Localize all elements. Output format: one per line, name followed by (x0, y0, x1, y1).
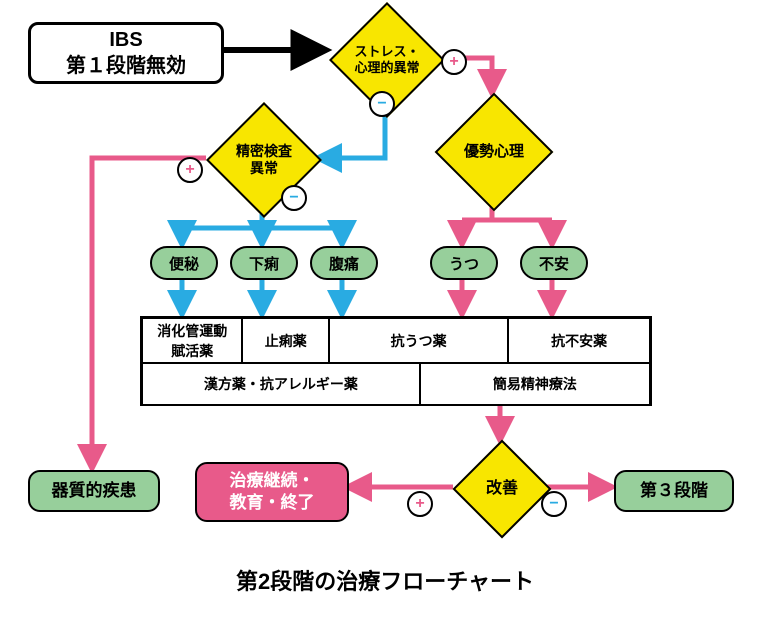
node-label: 器質的疾患 (52, 480, 137, 502)
table-cell: 抗うつ薬 (329, 318, 508, 364)
table-cell: 漢方薬・抗アレルギー薬 (142, 362, 420, 406)
edge-sign: − (281, 185, 307, 211)
node-start: IBS第１段階無効 (28, 22, 224, 84)
node-improve-diamond: 改善 (453, 440, 552, 539)
node-label: 治療継続・教育・終了 (230, 470, 315, 514)
node-label: 下痢 (249, 253, 279, 274)
table-cell: 止痢薬 (242, 318, 329, 364)
node-label: IBS第１段階無効 (66, 27, 186, 79)
node-benpi: 便秘 (150, 246, 218, 280)
table-cell: 簡易精神療法 (420, 362, 650, 406)
chart-title: 第2段階の治療フローチャート (0, 564, 770, 596)
flowchart-canvas: IBS第１段階無効 ストレス・心理的異常 精密検査異常 優勢心理 改善 便秘 下… (0, 0, 770, 618)
node-label: 改善 (469, 456, 535, 522)
node-label: 便秘 (169, 253, 199, 274)
node-label: 優勢心理 (454, 112, 534, 192)
node-label: 不安 (539, 253, 569, 274)
node-organic: 器質的疾患 (28, 470, 160, 512)
node-continue: 治療継続・教育・終了 (195, 462, 349, 522)
node-label: ストレス・心理的異常 (348, 21, 426, 99)
table-cell: 抗不安薬 (508, 318, 650, 364)
node-fukutsu: 腹痛 (310, 246, 378, 280)
node-label: 第３段階 (640, 480, 708, 502)
edge-sign: + (177, 157, 203, 183)
edge-sign: − (541, 491, 567, 517)
edge-sign: + (407, 491, 433, 517)
edge-sign: − (369, 91, 395, 117)
table-cell: 消化管運動賦活薬 (142, 318, 242, 364)
node-stage3: 第３段階 (614, 470, 734, 512)
node-geri: 下痢 (230, 246, 298, 280)
edge-sign: + (441, 49, 467, 75)
node-fuan: 不安 (520, 246, 588, 280)
node-label: 腹痛 (329, 253, 359, 274)
node-label: うつ (449, 253, 479, 274)
node-utsu: うつ (430, 246, 498, 280)
node-psych-diamond: 優勢心理 (435, 93, 554, 212)
treatment-table: 消化管運動賦活薬止痢薬抗うつ薬抗不安薬漢方薬・抗アレルギー薬簡易精神療法 (140, 316, 652, 406)
